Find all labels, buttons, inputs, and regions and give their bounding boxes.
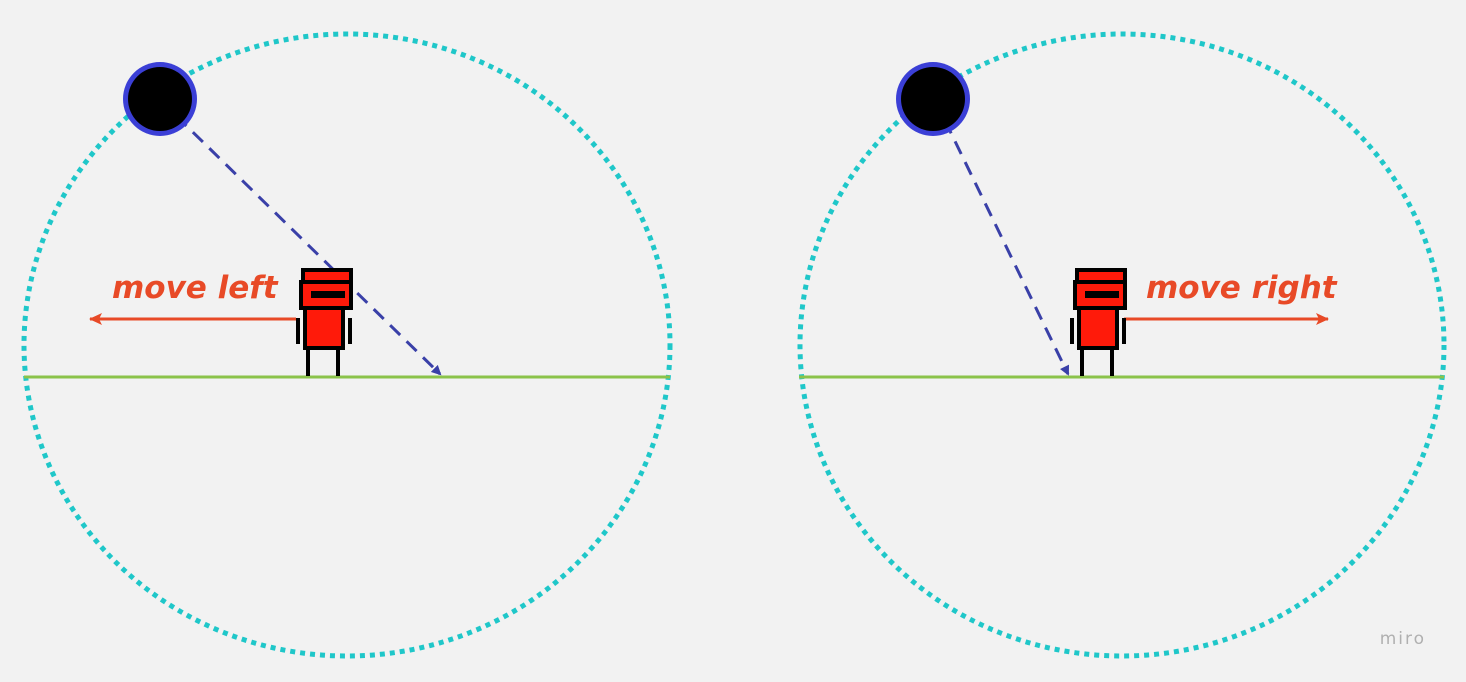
panel-left: move left [21,31,673,659]
character [296,268,353,376]
miro-watermark: miro [1371,624,1434,654]
move-left-label: move left [112,270,279,306]
trajectory-arrow [933,99,1070,376]
range-circle [797,31,1447,659]
ball [123,62,197,136]
range-circle [21,31,673,659]
character [1070,268,1127,376]
ball [896,62,970,136]
trajectory-arrow [158,98,442,376]
panel-right: move right [797,31,1447,659]
sunglasses-icon [311,291,345,298]
sunglasses-icon [1085,291,1119,298]
move-right-label: move right [1146,270,1338,306]
